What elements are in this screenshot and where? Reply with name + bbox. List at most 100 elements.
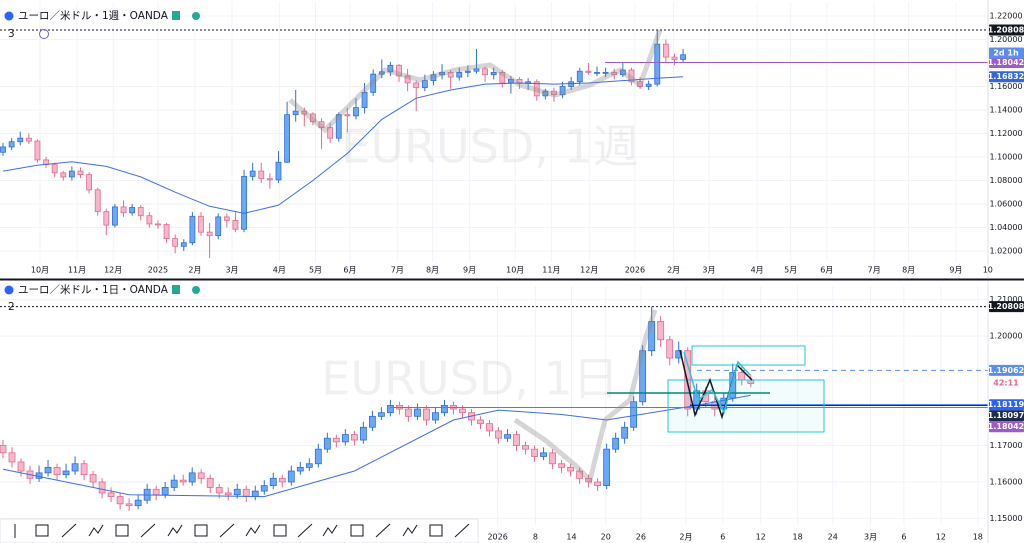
- candle-body: [396, 64, 402, 77]
- candle-body: [558, 463, 565, 468]
- x-tick-label: 2月: [679, 533, 692, 542]
- candle-body: [482, 68, 488, 76]
- candle-body: [251, 490, 259, 497]
- candle-body: [447, 71, 454, 78]
- candle-body: [189, 215, 196, 244]
- tool-icon: [219, 523, 235, 538]
- y-tick-label: 1.10000: [989, 152, 1022, 161]
- candle-body: [103, 211, 110, 226]
- candle-body: [522, 445, 529, 450]
- price-label: 1.18119: [988, 400, 1024, 409]
- price-label: 1.16832: [988, 72, 1024, 81]
- candle-body: [361, 91, 368, 109]
- candle-body: [68, 170, 75, 178]
- indicator-icon: [39, 29, 49, 39]
- candle-body: [224, 492, 232, 496]
- tool-icon: [61, 523, 77, 538]
- candle-body: [258, 170, 265, 180]
- candle-body: [654, 43, 661, 85]
- candle-body: [567, 466, 574, 472]
- tool-icon: [454, 523, 470, 538]
- candle-body: [232, 220, 239, 230]
- badge-box: [989, 377, 1024, 389]
- y-tick-label: 1.12000: [989, 129, 1022, 138]
- x-tick-label: 26: [636, 533, 646, 542]
- candle-body: [370, 73, 377, 93]
- tool-icon: [273, 524, 287, 537]
- candle-body: [459, 408, 466, 414]
- candle-body: [594, 481, 602, 487]
- price-label: 1.19062: [988, 366, 1024, 375]
- y-tick-label: 1.02000: [989, 246, 1022, 255]
- candle-body: [531, 448, 538, 457]
- y-tick-label: 1.14000: [989, 105, 1022, 114]
- flag-icon: [172, 285, 180, 294]
- x-tick-label: 20: [601, 533, 611, 542]
- candle-body: [430, 74, 437, 82]
- y-tick-label: 1.20000: [989, 35, 1022, 44]
- tool-icon: [140, 523, 156, 538]
- y-tick-label: 1.17000: [989, 441, 1022, 450]
- price-label-box: [989, 399, 1024, 411]
- drawn-path: [288, 29, 663, 134]
- candle-body: [344, 114, 351, 117]
- candle-body: [180, 242, 187, 247]
- candle-body: [0, 146, 6, 153]
- candle-body: [86, 174, 92, 191]
- candle-body: [301, 110, 308, 115]
- candle-body: [551, 90, 557, 96]
- candle-body: [630, 401, 638, 428]
- y-tick-label: 1.06000: [989, 199, 1022, 208]
- candle-body: [152, 488, 160, 496]
- tool-icon: [115, 524, 129, 537]
- candle-body: [680, 54, 686, 60]
- x-tick-label: 10月: [506, 266, 524, 275]
- drawn-zigzag: [683, 351, 751, 414]
- candle-body: [77, 170, 84, 175]
- x-tick-label: 5月: [309, 266, 322, 275]
- candle-body: [594, 71, 600, 74]
- candle-body: [17, 461, 25, 472]
- candle-body: [473, 68, 480, 72]
- x-tick-label: 5月: [784, 266, 797, 275]
- price-label-box: [989, 56, 1024, 68]
- candle-body: [414, 408, 421, 417]
- candle-body: [314, 448, 322, 465]
- candle-body: [284, 114, 290, 163]
- candle-body: [568, 81, 575, 87]
- candle-body: [51, 164, 58, 174]
- candle-body: [499, 71, 506, 84]
- y-tick-label: 1.08000: [989, 176, 1022, 185]
- candle-body: [34, 140, 41, 161]
- x-tick-label: 12月: [580, 266, 598, 275]
- tool-icon: [322, 524, 338, 537]
- candle-body: [116, 496, 124, 505]
- symbol-title: ユーロ／米ドル・1日・OANDA: [18, 283, 169, 296]
- candle-body: [353, 107, 359, 117]
- candle-body: [242, 488, 250, 497]
- candle-body: [542, 90, 549, 97]
- x-tick-label: 2026: [487, 533, 507, 542]
- x-tick-label: 9月: [463, 266, 476, 275]
- candle-body: [71, 463, 79, 472]
- candle-body: [120, 206, 127, 214]
- price-axis-bg: [988, 0, 1024, 278]
- x-tick-label: 2月: [667, 266, 680, 275]
- x-tick-label: 18: [793, 533, 803, 542]
- tool-icon: [429, 524, 443, 537]
- candle-body: [432, 412, 439, 421]
- price-label-box: [989, 410, 1024, 422]
- candle-body: [198, 215, 204, 233]
- price-label-box: [989, 301, 1024, 313]
- x-tick-label: 12月: [104, 266, 122, 275]
- candle-body: [25, 137, 32, 142]
- candle-body: [359, 426, 367, 441]
- candle-body: [206, 477, 214, 488]
- watermark: EURUSD, 1日: [321, 352, 619, 406]
- candle-body: [8, 141, 15, 148]
- candle-body: [107, 492, 115, 497]
- price-label-box: [989, 24, 1024, 36]
- candle-body: [241, 175, 247, 230]
- candle-body: [387, 405, 394, 414]
